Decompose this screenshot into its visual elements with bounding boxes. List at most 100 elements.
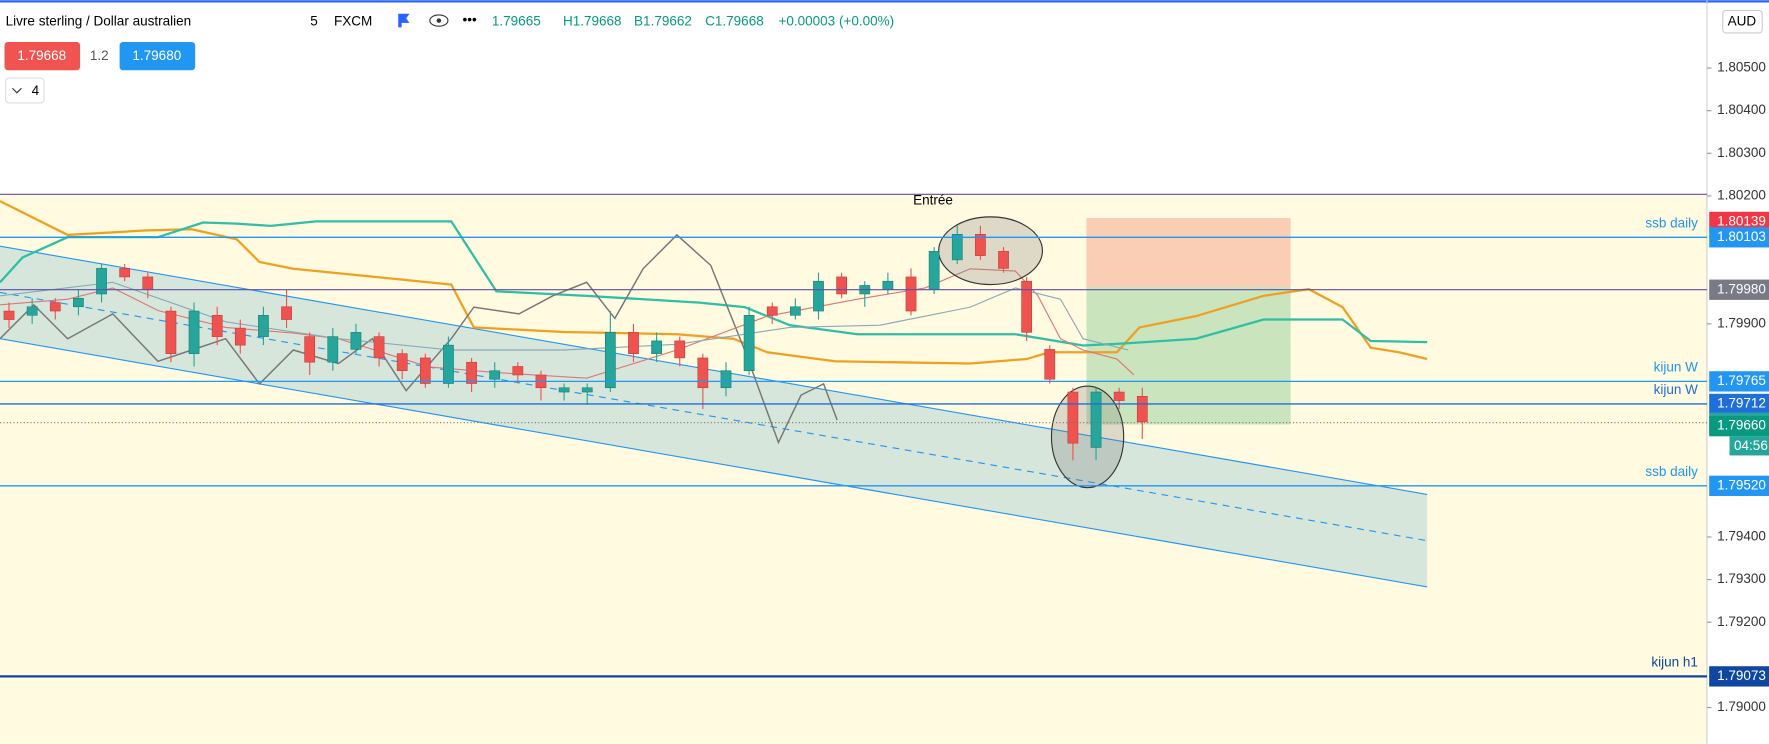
price-tag (1709, 279, 1769, 300)
price-tick-label: 1.79300 (1717, 571, 1766, 586)
price-tag (1709, 227, 1769, 248)
candle-body (466, 361, 477, 384)
more-icon[interactable]: ••• (463, 12, 477, 27)
candle-body (975, 234, 986, 256)
candle-body (1136, 396, 1148, 423)
candle-body (119, 268, 131, 278)
candle-body (743, 315, 755, 372)
candle-body (234, 327, 246, 346)
level-label: ssb daily (1645, 215, 1698, 230)
sell-price: 1.79668 (17, 48, 66, 63)
candle-body (489, 370, 501, 380)
ma-slow (0, 281, 1129, 351)
sell-button[interactable] (4, 42, 81, 71)
candle-body (790, 306, 801, 316)
channel-top (0, 245, 1428, 495)
price-tag-label: 1.79712 (1717, 396, 1766, 411)
price-tick-label: 1.79900 (1717, 315, 1766, 330)
price-tick-label: 1.79000 (1717, 699, 1766, 714)
price-tag (1709, 211, 1769, 233)
price-tick-label: 1.80200 (1717, 188, 1766, 203)
top-bar (0, 0, 1769, 3)
price-tag (1709, 371, 1769, 392)
price-tick-label: 1.80500 (1717, 60, 1766, 75)
candle-body (350, 332, 362, 350)
indicators-count: 4 (32, 83, 40, 98)
symbol-title: Livre sterling / Dollar australien (6, 13, 192, 28)
candle-body (419, 357, 431, 384)
candle-body (604, 332, 616, 389)
level-label: kijun h1 (1651, 654, 1698, 669)
price-tag-label: 1.79765 (1717, 373, 1766, 388)
circle-highlight (1050, 385, 1125, 489)
stop-zone (1086, 218, 1291, 287)
price-tag-label: 1.79980 (1717, 281, 1766, 296)
interval: 5 (310, 13, 318, 28)
candle-body (26, 306, 38, 316)
indicators-toggle[interactable] (5, 77, 45, 104)
candle-body (1113, 391, 1125, 401)
eye-icon[interactable] (429, 14, 449, 27)
candle-body (188, 310, 200, 354)
annotation: Entrée (913, 193, 953, 208)
candle-body (674, 340, 686, 359)
currency-button[interactable] (1722, 9, 1763, 34)
candle-body (304, 336, 316, 363)
ohlc-low: B1.79662 (634, 13, 692, 28)
candle-body (49, 302, 61, 312)
price-tick-label: 1.79200 (1717, 614, 1766, 629)
candle-body (882, 280, 894, 291)
candle-body (1044, 349, 1056, 380)
candle-body (211, 315, 223, 337)
chikou (0, 233, 838, 445)
candle-body (766, 306, 778, 316)
level-label: kijun W (1654, 359, 1699, 374)
tenkan (0, 220, 1428, 347)
level-label: ssb daily (1645, 464, 1698, 479)
target-zone (1086, 286, 1291, 425)
ohlc-open: 1.79665 (492, 13, 541, 28)
source: FXCM (334, 13, 372, 28)
candle-body (258, 315, 269, 337)
price-tag (1709, 475, 1769, 496)
candle-body (373, 336, 385, 359)
candle-body (720, 370, 732, 389)
price-tag-label: 1.79073 (1717, 668, 1766, 683)
channel-bottom (0, 338, 1428, 588)
candle-body (142, 276, 154, 291)
candle-body (73, 297, 84, 308)
candle-body (512, 366, 524, 376)
candle-body (558, 387, 570, 393)
countdown-tag (1729, 436, 1769, 456)
candle-body (628, 332, 639, 354)
candle-body (96, 268, 107, 295)
cloud-bg (0, 194, 1707, 744)
price-tick-label: 1.80400 (1717, 102, 1766, 117)
price-tick-label: 1.80300 (1717, 145, 1766, 160)
candle-body (1067, 391, 1079, 444)
candle-body (951, 234, 963, 261)
price-tag (1709, 666, 1769, 687)
candle-body (998, 251, 1009, 269)
candle-body (3, 310, 15, 320)
candle-body (581, 387, 593, 393)
chevron (12, 87, 22, 94)
buy-button[interactable] (119, 42, 196, 71)
level-label: kijun W (1654, 382, 1699, 397)
circle-highlight (938, 216, 1044, 286)
candle-body (813, 280, 824, 312)
candle-body (443, 344, 454, 384)
countdown: 04:56 (1734, 438, 1768, 453)
flag-icon[interactable] (398, 13, 410, 28)
candle-body (281, 306, 292, 320)
price-tag-label: 1.79660 (1717, 418, 1766, 433)
kijun (0, 200, 1428, 365)
price-tick-label: 1.79400 (1717, 529, 1766, 544)
candle-body (697, 357, 709, 389)
buy-price: 1.79680 (132, 48, 181, 63)
ohlc-close: C1.79668 (705, 13, 764, 28)
candle-body (905, 276, 917, 312)
ohlc-change: +0.00003 (+0.00%) (778, 13, 894, 28)
